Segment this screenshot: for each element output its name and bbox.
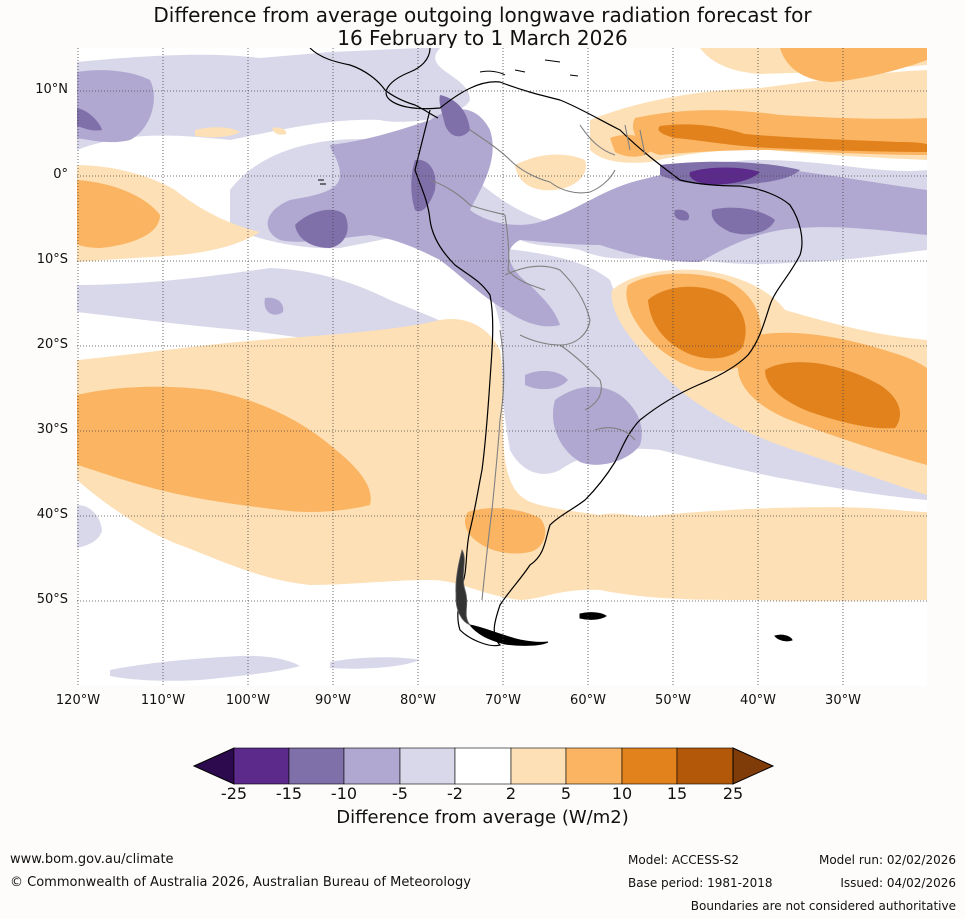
colorbar-tick-neg10: -10 <box>330 784 358 803</box>
colorbar-tick-2: 2 <box>505 784 517 803</box>
lon-label-40w: 40°W <box>740 693 776 708</box>
boundary-peru-brazil <box>504 214 546 291</box>
anomaly-region-orange-south-atlantic <box>765 362 900 429</box>
model-name: Model: ACCESS-S2 <box>628 853 740 867</box>
colorbar-tick-25: 25 <box>722 784 744 803</box>
website-link[interactable]: www.bom.gov.au/climate <box>10 852 174 867</box>
tierra-del-fuego <box>468 624 549 646</box>
lon-label-50w: 50°W <box>655 693 691 708</box>
central-america-coastline <box>309 48 439 119</box>
anomaly-region-dark-purple-equator <box>689 167 760 185</box>
graticule <box>77 48 927 686</box>
boundary-brazil-venezuela <box>549 169 616 194</box>
colorbar-tick-15: 15 <box>666 784 688 803</box>
anomaly-region-orange-brazil <box>648 286 746 359</box>
title-line-2: 16 February to 1 March 2026 <box>337 26 628 50</box>
anomaly-region-pale-orange-small-north <box>195 127 240 138</box>
boundary-paraguay <box>559 344 602 411</box>
lat-label-0: 0° <box>53 167 68 182</box>
colorbar-segment-7 <box>565 747 623 785</box>
lon-label-120w: 120°W <box>55 693 101 708</box>
anomaly-region-pale-orange-south-pacific <box>77 319 927 601</box>
lon-label-90w: 90°W <box>315 693 351 708</box>
anomaly-region-light-purple-andes-amazon <box>267 109 927 327</box>
anomaly-region-light-purple-pacific-patch <box>264 297 284 315</box>
lon-label-110w: 110°W <box>140 693 186 708</box>
colorbar-segment-2 <box>288 747 345 785</box>
colorbar <box>192 747 775 785</box>
lat-label-10s: 10°S <box>36 252 68 267</box>
anomaly-region-orange-north-atlantic <box>658 124 927 152</box>
galapagos-islands <box>318 179 326 185</box>
anomaly-region-light-orange-west <box>77 180 160 248</box>
colorbar-segment-3 <box>343 747 401 785</box>
anomaly-region-light-orange-caribbean <box>780 48 927 82</box>
caribbean-islands <box>479 59 579 77</box>
lat-label-10n: 10°N <box>35 82 68 97</box>
lon-label-70w: 70°W <box>485 693 521 708</box>
anomaly-region-purple-ecuador <box>411 159 436 212</box>
copyright-notice: © Commonwealth of Australia 2026, Austra… <box>10 875 471 890</box>
colorbar-segment-4 <box>399 747 456 785</box>
lat-label-20s: 20°S <box>36 337 68 352</box>
lon-label-80w: 80°W <box>400 693 436 708</box>
boundary-uruguay <box>594 427 636 441</box>
anomaly-shading <box>77 48 927 681</box>
title-line-1: Difference from average outgoing longwav… <box>153 3 812 27</box>
anomaly-region-purple-colombia <box>439 95 470 137</box>
anomaly-region-purple-northwest <box>77 108 102 131</box>
lon-label-100w: 100°W <box>225 693 271 708</box>
anomaly-region-pale-purple-far-south <box>110 655 300 681</box>
colorbar-tick-neg15: -15 <box>275 784 303 803</box>
anomaly-region-purple-pacific-equator <box>295 209 348 248</box>
coastlines <box>309 48 803 647</box>
anomaly-region-pale-orange-venezuela <box>515 154 586 191</box>
lat-label-30s: 30°S <box>36 422 68 437</box>
colorbar-segment-6 <box>510 747 567 785</box>
country-boundaries <box>429 124 646 601</box>
anomaly-region-light-purple-bolivia <box>525 370 568 390</box>
colorbar-title: Difference from average (W/m2) <box>336 807 629 828</box>
patagonia-archipelago <box>455 548 472 626</box>
colorbar-tick-neg2: -2 <box>447 784 463 803</box>
colorbar-segment-1 <box>233 747 290 785</box>
boundary-colombia-venezuela <box>469 129 551 183</box>
falkland-islands <box>579 612 607 620</box>
anomaly-region-pale-purple-north <box>77 48 470 150</box>
anomaly-region-light-orange-south-pacific <box>77 386 371 513</box>
lat-label-50s: 50°S <box>36 592 68 607</box>
anomaly-region-pale-purple-far-south-2 <box>330 657 420 669</box>
colorbar-tick-10: 10 <box>611 784 633 803</box>
issued-date: Issued: 04/02/2026 <box>840 876 956 890</box>
colorbar-segment-5 <box>454 747 512 785</box>
colorbar-tick-neg25: -25 <box>220 784 248 803</box>
boundary-chile-argentina <box>481 329 505 601</box>
colorbar-extend-low <box>192 747 235 785</box>
anomaly-region-pale-orange-small-north-2 <box>272 127 287 135</box>
boundary-colombia-ecuador-peru <box>429 179 506 216</box>
anomaly-region-light-orange-patagonia <box>464 508 546 554</box>
boundary-bolivia <box>504 265 591 346</box>
base-period: Base period: 1981-2018 <box>628 876 773 890</box>
anomaly-region-purple-small-patch <box>674 209 690 221</box>
model-run-date: Model run: 02/02/2026 <box>818 853 956 867</box>
boundaries-disclaimer: Boundaries are not considered authoritat… <box>690 899 956 913</box>
colorbar-segment-8 <box>621 747 678 785</box>
colorbar-tick-5: 5 <box>560 784 572 803</box>
lon-label-60w: 60°W <box>570 693 606 708</box>
map-title: Difference from average outgoing longwav… <box>0 4 965 50</box>
south-georgia-island <box>774 634 793 642</box>
boundary-guianas <box>579 124 646 156</box>
lat-label-40s: 40°S <box>36 507 68 522</box>
anomaly-region-light-purple-south-brazil <box>552 386 642 465</box>
colorbar-segment-9 <box>676 747 734 785</box>
colorbar-tick-neg5: -5 <box>392 784 408 803</box>
anomaly-region-purple-brazil-north <box>711 207 775 235</box>
lon-label-30w: 30°W <box>825 693 861 708</box>
south-america-coastline <box>385 48 803 647</box>
colorbar-extend-high <box>732 747 775 785</box>
